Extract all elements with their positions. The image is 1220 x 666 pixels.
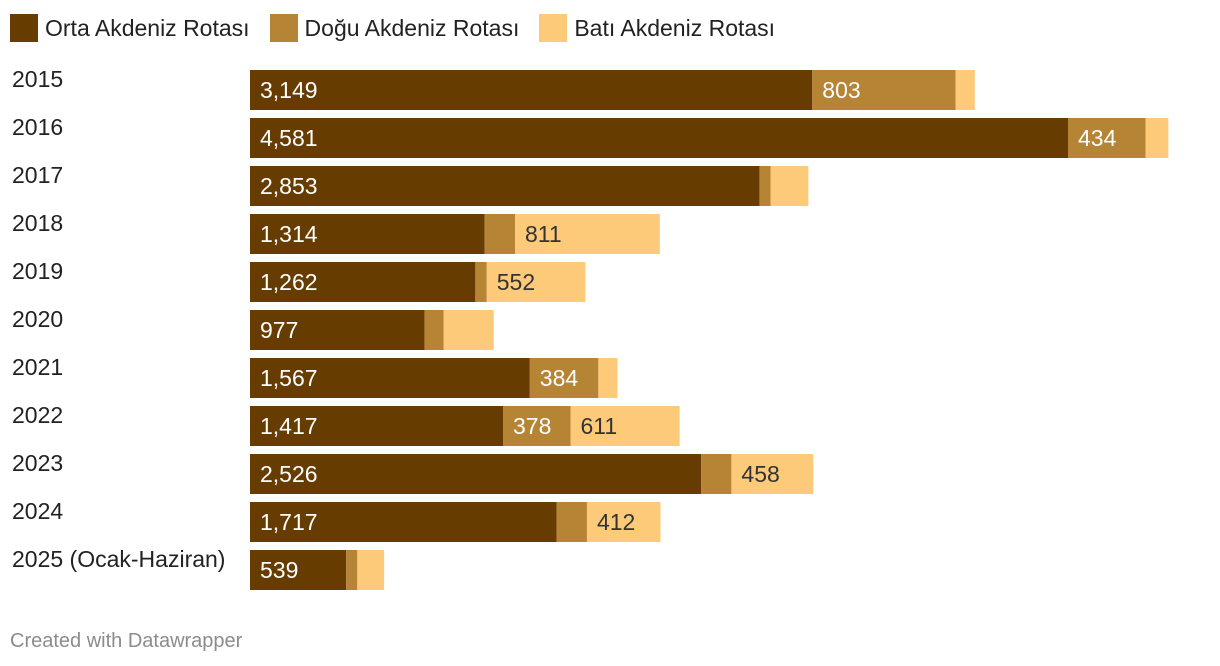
bar-value-label: 552 — [497, 269, 535, 295]
bar-segment-series-0 — [250, 502, 557, 542]
category-label: 2016 — [12, 114, 63, 140]
bar-segment-series-0 — [250, 550, 347, 590]
bar-segment-series-2 — [443, 310, 494, 350]
bar-segment-series-1 — [812, 70, 956, 110]
bar-value-label: 811 — [525, 221, 562, 247]
bar-segment-series-0 — [250, 358, 530, 398]
legend-swatch-orta — [10, 14, 38, 42]
bar-segment-series-2 — [598, 358, 618, 398]
bar-value-label: 384 — [540, 365, 579, 391]
bar-value-label: 378 — [513, 413, 551, 439]
bar-segment-series-2 — [570, 406, 680, 446]
bar-segment-series-0 — [250, 118, 1069, 158]
bar-segment-series-1 — [346, 550, 358, 590]
category-label: 2025 (Ocak-Haziran) — [12, 546, 225, 572]
bar-value-label: 611 — [581, 413, 618, 439]
legend-item-orta: Orta Akdeniz Rotası — [10, 14, 250, 42]
bar-segment-series-1 — [475, 262, 487, 302]
bar-segment-series-1 — [484, 214, 515, 254]
category-label: 2019 — [12, 258, 63, 284]
bar-value-label: 539 — [260, 557, 298, 583]
bar-segment-series-1 — [701, 454, 732, 494]
bar-value-label: 1,567 — [260, 365, 318, 391]
bar-segment-series-1 — [424, 310, 444, 350]
legend-label-dogu: Doğu Akdeniz Rotası — [304, 14, 520, 41]
bar-value-label: 412 — [597, 509, 635, 535]
bar-segment-series-2 — [731, 454, 814, 494]
bar-value-label: 4,581 — [260, 125, 318, 151]
bar-segment-series-2 — [357, 550, 385, 590]
chart-legend: Orta Akdeniz Rotası Doğu Akdeniz Rotası … — [10, 12, 795, 44]
category-label: 2023 — [12, 450, 63, 476]
legend-swatch-bati — [539, 14, 568, 42]
bar-segment-series-2 — [586, 502, 661, 542]
bar-value-label: 1,717 — [260, 509, 318, 535]
legend-item-dogu: Doğu Akdeniz Rotası — [269, 14, 520, 42]
bar-segment-series-2 — [955, 70, 975, 110]
stacked-bar-chart: 2015 3,149 803 2016 4,581 434 2017 2,853 2018 1,3… — [12, 66, 1169, 590]
footer-credit: Created with Datawrapper — [10, 630, 243, 652]
category-label: 2018 — [12, 210, 63, 236]
category-label: 2024 — [12, 498, 63, 524]
bar-segment-series-1 — [556, 502, 587, 542]
legend-swatch-dogu — [269, 14, 298, 42]
bar-segment-series-0 — [250, 262, 476, 302]
bar-segment-series-1 — [529, 358, 599, 398]
bar-segment-series-0 — [250, 406, 504, 446]
category-label: 2017 — [12, 162, 63, 188]
bar-value-label: 458 — [741, 461, 779, 487]
bar-segment-series-1 — [1068, 118, 1146, 158]
bar-segment-series-0 — [250, 310, 425, 350]
bar-value-label: 2,526 — [260, 461, 318, 487]
bar-value-label: 2,853 — [260, 173, 318, 199]
bar-value-label: 803 — [822, 77, 860, 103]
bar-segment-series-2 — [514, 214, 660, 254]
bar-value-label: 977 — [260, 317, 298, 343]
legend-label-orta: Orta Akdeniz Rotası — [45, 14, 250, 41]
bar-value-label: 3,149 — [260, 77, 318, 103]
category-label: 2022 — [12, 402, 63, 428]
bar-value-label: 1,262 — [260, 269, 318, 295]
bar-segment-series-2 — [1145, 118, 1169, 158]
legend-label-bati: Batı Akdeniz Rotası — [574, 14, 776, 41]
bar-segment-series-2 — [486, 262, 586, 302]
legend-item-bati: Batı Akdeniz Rotası — [539, 14, 775, 42]
category-label: 2021 — [12, 354, 63, 380]
bar-segment-series-1 — [759, 166, 771, 206]
bar-value-label: 1,417 — [260, 413, 318, 439]
bar-value-label: 1,314 — [260, 221, 318, 247]
category-label: 2015 — [12, 66, 63, 92]
bar-segment-series-1 — [503, 406, 571, 446]
bar-segment-series-0 — [250, 214, 485, 254]
category-label: 2020 — [12, 306, 63, 332]
bar-segment-series-0 — [250, 454, 702, 494]
bar-segment-series-2 — [770, 166, 809, 206]
bar-segment-series-0 — [250, 70, 813, 110]
bar-segment-series-0 — [250, 166, 760, 206]
bar-value-label: 434 — [1078, 125, 1117, 151]
